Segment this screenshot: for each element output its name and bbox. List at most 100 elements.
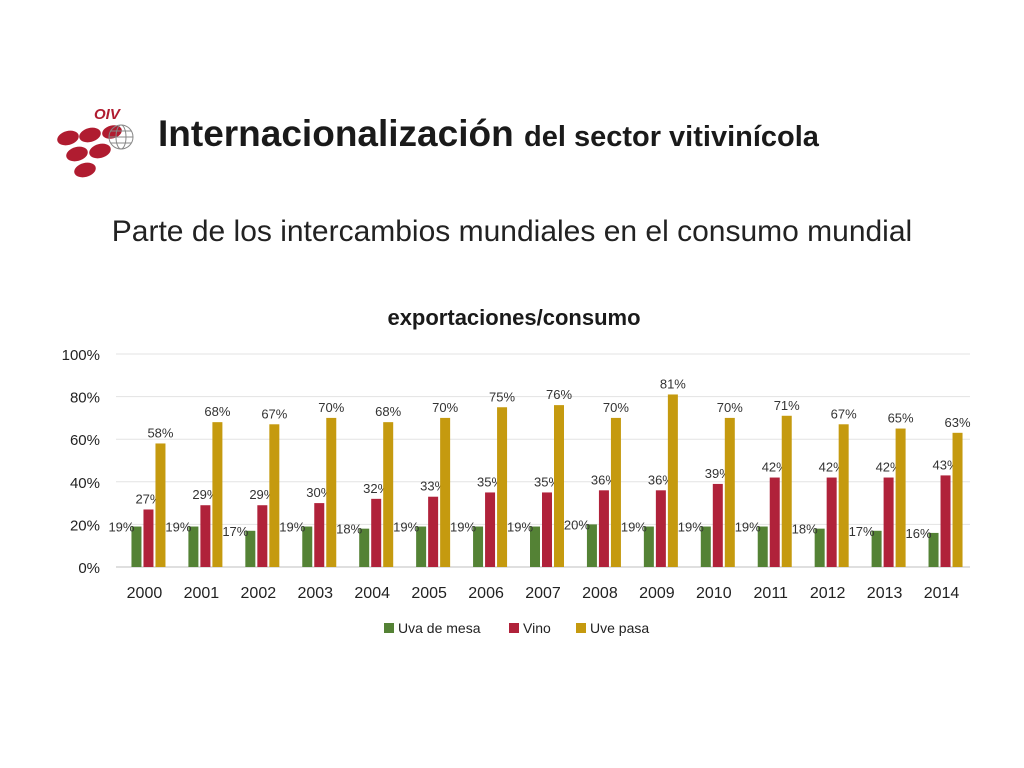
bar-uva-de-mesa [757,526,768,567]
bar-vino [200,505,211,567]
x-tick-label: 2009 [639,585,675,602]
data-label: 63% [945,415,971,430]
bar-uve-pasa [269,424,280,567]
logo-grape [89,143,111,159]
data-label: 70% [432,400,458,415]
chart-svg: exportaciones/consumo 0% 20% 40% 60% 80% 100% 1… [62,305,971,636]
bar-uva-de-mesa [359,528,370,567]
bar-uva-de-mesa [643,526,654,567]
x-tick-label: 2007 [525,585,561,602]
data-label: 19% [279,520,305,535]
x-tick-label: 2003 [297,585,333,602]
bar-uva-de-mesa [530,526,540,567]
legend-label: Uva de mesa [398,620,481,636]
data-label: 67% [831,406,857,421]
x-tick-label: 2008 [582,585,618,602]
data-label: 70% [318,400,344,415]
legend-swatch [576,623,586,633]
bar-uve-pasa [497,407,508,567]
data-label: 42% [876,460,902,475]
y-tick-label: 100% [62,347,100,364]
legend-label: Vino [523,620,551,636]
bar-vino [428,496,439,567]
bar-vino [542,492,552,567]
data-label: 30% [306,485,332,500]
chart-title: exportaciones/consumo [387,305,640,330]
page-subtitle: Parte de los intercambios mundiales en e… [111,215,913,248]
data-label: 29% [249,487,275,502]
data-label: 19% [678,520,704,535]
data-label: 17% [849,524,875,539]
bar-vino [143,509,154,567]
data-label: 39% [705,466,731,481]
bar-uve-pasa [212,422,223,567]
logo-text: OIV [94,106,122,123]
data-label: 58% [147,425,173,440]
bar-chart: exportaciones/consumo 0% 20% 40% 60% 80% 100% 1… [0,290,1024,650]
title-rest: del sector vitivinícola [523,121,819,153]
data-label: 19% [621,520,647,535]
bar-uva-de-mesa [302,526,313,567]
data-label: 81% [660,376,686,391]
data-label: 35% [534,474,560,489]
bar-vino [598,490,609,567]
data-label: 19% [507,520,533,535]
bar-vino [655,490,666,567]
bar-vino [712,483,723,567]
data-label: 18% [336,522,362,537]
data-label: 18% [792,522,818,537]
legend-swatch [384,623,394,633]
data-label: 68% [204,404,230,419]
bar-uve-pasa [952,432,963,567]
logo-grape [57,130,79,146]
globe-icon [108,124,134,150]
logo-grape [79,127,101,143]
data-label: 43% [933,457,959,472]
bar-vino [314,503,325,567]
data-label: 67% [261,406,287,421]
bar-uve-pasa [781,415,792,567]
bar-vino [883,477,894,567]
oiv-logo: OIV [57,106,134,178]
bar-uve-pasa [724,417,735,567]
bar-uva-de-mesa [814,528,825,567]
data-label: 36% [648,472,674,487]
bar-uva-de-mesa [700,526,711,567]
data-label: 16% [906,526,932,541]
logo-grape [66,146,88,162]
bar-uva-de-mesa [928,532,939,567]
bar-uva-de-mesa [245,530,256,567]
data-label: 19% [735,520,761,535]
x-tick-label: 2000 [127,585,163,602]
x-tick-label: 2014 [924,585,960,602]
y-tick-label: 0% [78,560,100,577]
legend-label: Uve pasa [590,620,649,636]
y-tick-label: 60% [70,432,100,449]
title-main: Internacionalización [158,113,514,154]
data-label: 19% [165,520,191,535]
bar-uva-de-mesa [416,526,427,567]
data-label: 70% [603,400,629,415]
data-label: 42% [819,460,845,475]
y-tick-label: 80% [70,390,100,407]
bar-vino [769,477,780,567]
bar-uve-pasa [895,428,906,567]
data-label: 29% [192,487,218,502]
bar-uve-pasa [383,422,394,567]
x-tick-label: 2001 [184,585,220,602]
data-label: 19% [450,520,476,535]
bar-vino [371,498,382,567]
data-label: 68% [375,404,401,419]
data-label: 42% [762,460,788,475]
bar-uve-pasa [667,394,678,567]
bar-uva-de-mesa [586,524,597,567]
page-title: Internacionalización del sector vitiviní… [158,113,819,155]
logo-grape [74,162,96,178]
x-tick-label: 2011 [754,585,789,602]
data-label: 75% [489,389,515,404]
data-label: 19% [108,520,134,535]
bar-uva-de-mesa [871,530,882,567]
x-tick-label: 2004 [354,585,390,602]
data-label: 27% [135,491,161,506]
x-tick-label: 2012 [810,585,846,602]
